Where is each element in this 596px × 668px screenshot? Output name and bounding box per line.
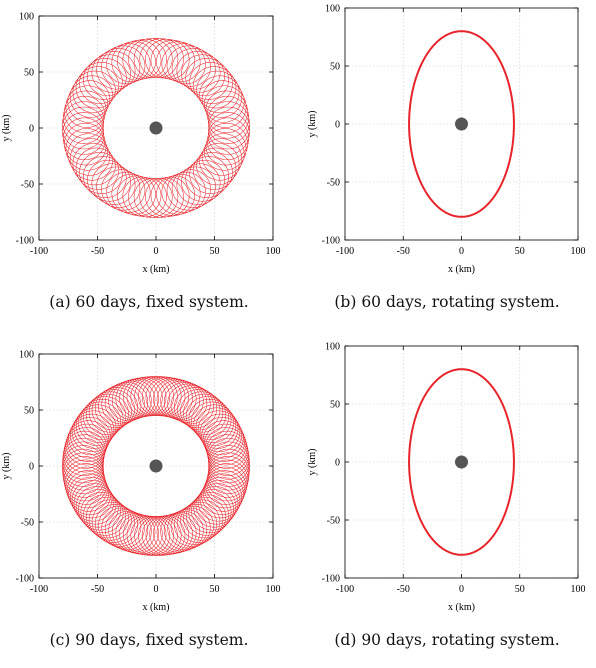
x-tick-label: 0 xyxy=(459,584,464,595)
x-tick-label: -50 xyxy=(91,246,104,257)
y-axis-label: y (km) xyxy=(307,111,318,138)
y-tick-label: 0 xyxy=(335,120,340,131)
y-tick-label: -50 xyxy=(327,516,340,527)
x-tick-label: 0 xyxy=(154,584,159,595)
chart-svg-b: -100-100 -50 -50 0 0 50 50 100 100 x (km) y (km) xyxy=(307,4,586,276)
x-tick-label: 50 xyxy=(210,246,220,257)
y-tick-label: 50 xyxy=(24,406,34,417)
y-tick-label: -50 xyxy=(327,178,340,189)
panel-c: -100 -100 -50 -50 0 0 50 50 100 100 x (km) y (km) (… xyxy=(0,338,298,668)
central-body xyxy=(149,121,163,135)
x-tick-label: -100 xyxy=(30,246,48,257)
x-tick-label: 100 xyxy=(571,246,586,257)
x-tick-label: 100 xyxy=(266,584,281,595)
y-tick-label: -100 xyxy=(16,236,34,247)
x-tick-label: 0 xyxy=(459,246,464,257)
trajectory-line xyxy=(62,38,250,218)
trajectory-line xyxy=(408,30,515,218)
y-tick-label: 50 xyxy=(330,400,340,411)
y-tick-label: 100 xyxy=(325,4,340,15)
x-tick-label: 100 xyxy=(266,246,281,257)
x-tick-label: -100 xyxy=(336,246,354,257)
x-axis-label: x (km) xyxy=(143,602,170,613)
y-tick-label: 0 xyxy=(335,458,340,469)
y-tick-label: 0 xyxy=(29,124,34,135)
y-tick-label: 0 xyxy=(29,462,34,473)
trajectory-line xyxy=(62,376,250,556)
x-axis-label: x (km) xyxy=(448,264,475,275)
y-axis-label: y (km) xyxy=(1,115,12,142)
x-tick-label: 50 xyxy=(515,584,525,595)
chart-svg-a: -100-100 -50 -50 0 0 50 50 100 100 x (km) y (km) xyxy=(1,12,281,276)
y-tick-label: -100 xyxy=(16,574,34,585)
y-tick-label: -100 xyxy=(322,574,340,585)
y-tick-label: -50 xyxy=(21,518,34,529)
panel-d: -100 -100 -50 -50 0 0 50 50 100 100 x (km) y (km) (… xyxy=(298,338,596,668)
x-tick-label: 50 xyxy=(515,246,525,257)
y-axis-label: y (km) xyxy=(1,453,12,480)
x-tick-label: 100 xyxy=(571,584,586,595)
x-axis-label: x (km) xyxy=(143,264,170,275)
y-tick-label: 50 xyxy=(330,62,340,73)
y-tick-label: 100 xyxy=(325,342,340,353)
x-axis-label: x (km) xyxy=(448,602,475,613)
central-body xyxy=(149,459,163,473)
central-body xyxy=(455,455,468,469)
caption-c: (c) 90 days, fixed system. xyxy=(49,631,249,649)
caption-d: (d) 90 days, rotating system. xyxy=(334,631,560,649)
y-tick-label: -100 xyxy=(322,236,340,247)
x-tick-label: 0 xyxy=(154,246,159,257)
trajectory-line xyxy=(408,368,515,556)
x-tick-label: -50 xyxy=(397,246,410,257)
caption-b: (b) 60 days, rotating system. xyxy=(334,293,560,311)
x-tick-label: -50 xyxy=(397,584,410,595)
y-tick-label: -50 xyxy=(21,180,34,191)
caption-a: (a) 60 days, fixed system. xyxy=(49,293,249,311)
chart-svg-c: -100-100 -50 -50 0 0 50 50 100 100 x (km) y (km) xyxy=(1,350,281,614)
chart-svg-d: -100-100 -50 -50 0 0 50 50 100 100 x (km) y (km) xyxy=(307,342,586,614)
x-tick-label: 50 xyxy=(210,584,220,595)
x-tick-label: -100 xyxy=(336,584,354,595)
y-axis-label: y (km) xyxy=(307,449,318,476)
central-body xyxy=(455,117,468,131)
panel-a: -100 -100 -50 -50 0 0 50 50 100 100 x (km) y (km) (… xyxy=(0,0,298,330)
x-tick-label: -100 xyxy=(30,584,48,595)
x-tick-label: -50 xyxy=(91,584,104,595)
y-tick-label: 100 xyxy=(19,350,34,361)
y-tick-label: 50 xyxy=(24,68,34,79)
y-tick-label: 100 xyxy=(19,12,34,23)
panel-b: -100 -100 -50 -50 0 0 50 50 100 100 x (km) y (km) (… xyxy=(298,0,596,330)
